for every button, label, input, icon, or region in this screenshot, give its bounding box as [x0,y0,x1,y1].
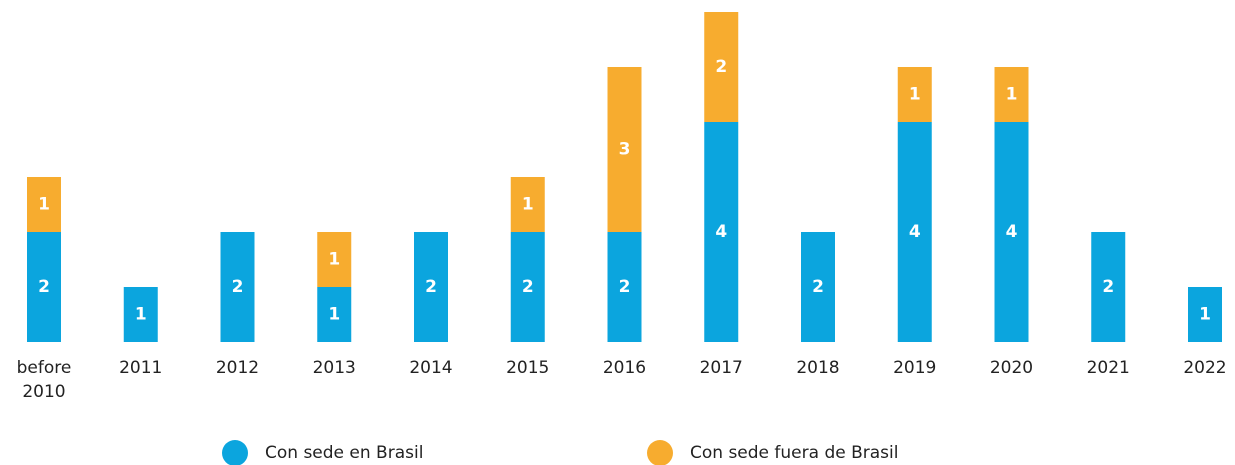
value-label: 4 [909,222,921,242]
bar-segment [27,232,61,342]
bar-segment [1188,287,1222,342]
value-label: 1 [135,305,147,325]
bar-segment [801,232,835,342]
value-label: 3 [619,140,631,160]
x-tick-label: before 2010 [16,358,72,402]
value-label: 2 [715,57,727,77]
value-label: 4 [1006,222,1018,242]
bar-segment [607,67,642,232]
value-label: 1 [328,305,340,325]
value-label: 1 [522,195,534,215]
bar-segment [27,177,61,232]
bar-segment [897,67,932,122]
x-tick-label: 2015 [506,358,550,378]
x-tick-label: 2016 [602,358,647,378]
x-tick-label: 2014 [409,358,453,378]
legend-marker [647,440,673,465]
legend-label: Con sede en Brasil [265,443,423,463]
bar-segment [994,122,1029,342]
value-label: 2 [425,277,437,297]
bar-segment [1091,232,1126,342]
bar-segment [510,232,545,342]
x-tick-label: 2011 [119,358,163,378]
x-tick-label: 2021 [1086,358,1130,378]
bar-segment [704,122,739,342]
legend-marker [222,440,248,465]
x-tick-label: 2019 [893,358,937,378]
bar-segment [510,177,545,232]
x-tick-label: 2012 [215,358,260,378]
value-label: 1 [328,250,340,270]
bar-segment [897,122,932,342]
x-tick-label: 2020 [989,358,1034,378]
value-label: 2 [1102,277,1114,297]
value-label: 1 [1199,305,1211,325]
x-tick-label: 2018 [796,358,840,378]
bar-segment [317,287,352,342]
x-tick-label: 2017 [699,358,743,378]
bar-segment [994,67,1029,122]
bar-segment [414,232,448,342]
bar-segment [607,232,642,342]
bar-segment [123,287,158,342]
legend-label: Con sede fuera de Brasil [690,443,898,463]
value-label: 1 [38,195,50,215]
value-label: 2 [522,277,534,297]
bar-segment [704,12,739,122]
value-label: 2 [619,277,631,297]
x-tick-label: 2013 [312,358,356,378]
x-tick-label: 2022 [1183,358,1227,378]
bar-segment [220,232,255,342]
value-label: 2 [812,277,824,297]
value-label: 1 [1006,85,1018,105]
value-label: 2 [232,277,244,297]
value-label: 2 [38,277,50,297]
bar-segment [317,232,352,287]
value-label: 1 [909,85,921,105]
value-label: 4 [715,222,727,242]
